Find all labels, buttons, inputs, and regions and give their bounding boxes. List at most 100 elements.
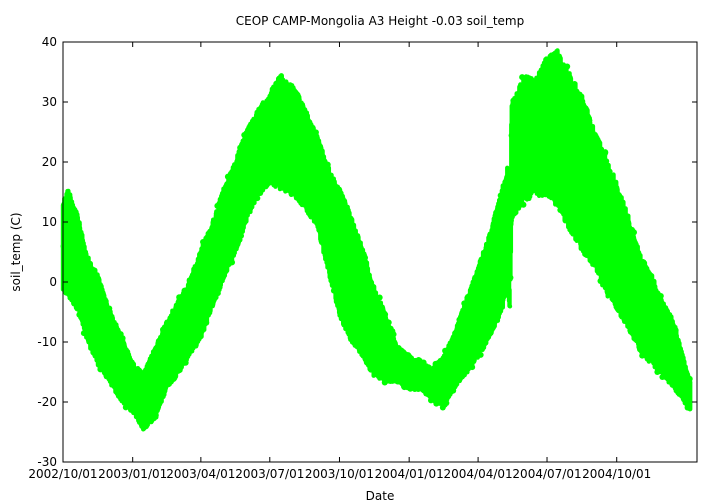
data-point [288,148,295,155]
data-point [249,190,256,197]
data-point [601,246,608,253]
data-point [296,112,303,119]
data-point [653,341,660,348]
data-point [519,167,526,174]
data-point [442,347,449,354]
data-point [592,222,599,229]
data-point [547,107,554,114]
data-point [634,336,641,343]
data-point [195,316,202,323]
data-point [80,330,87,337]
data-point [281,133,288,140]
data-point [478,344,485,351]
data-point [113,370,120,377]
data-point [293,138,300,145]
data-point [571,107,578,114]
data-point [259,180,266,187]
data-point [171,358,178,365]
data-point [324,161,331,168]
data-point [476,277,483,284]
data-point [415,357,422,364]
data-point [461,327,468,334]
data-point [75,283,82,290]
data-point [520,178,527,185]
x-tick-label: 2004/01/01 [375,467,444,481]
y-tick-label: 0 [49,275,57,289]
data-point [483,251,490,258]
data-point [685,399,692,406]
data-point [333,279,340,286]
data-point [598,184,605,191]
data-point [151,362,158,369]
data-point [268,147,275,154]
data-point [99,359,106,366]
data-point [194,265,201,272]
data-point [450,368,457,375]
data-point [481,314,488,321]
data-point [625,226,632,233]
data-point [497,217,504,224]
data-point [386,354,393,361]
data-point [179,336,186,343]
data-point [243,149,250,156]
data-point [141,390,148,397]
data-point [307,186,314,193]
data-point [574,111,581,118]
data-point [589,228,596,235]
data-point [494,307,501,314]
data-point [490,324,497,331]
data-point [565,128,572,135]
data-point [382,311,389,318]
data-point [203,278,210,285]
data-point [272,92,279,99]
data-point [476,327,483,334]
data-point [671,368,678,375]
data-point [274,143,281,150]
data-point [643,277,650,284]
data-point [600,278,607,285]
data-point [62,221,69,228]
data-point [570,145,577,152]
data-point [77,272,84,279]
data-point [498,204,505,211]
y-axis-label: soil_temp (C) [9,212,23,291]
data-point [224,231,231,238]
data-point [174,352,181,359]
data-point [68,290,75,297]
x-tick-label: 2003/01/01 [98,467,167,481]
data-point [214,260,221,267]
data-point [560,105,567,112]
data-point [159,338,166,345]
data-point [685,390,692,397]
data-point [311,198,318,205]
data-point [222,189,229,196]
data-point [669,363,676,370]
data-point [583,133,590,140]
data-point [107,376,114,383]
data-point [473,335,480,342]
data-point [65,197,72,204]
data-point [367,300,374,307]
data-point [128,398,135,405]
data-point [605,182,612,189]
data-point [684,404,691,411]
data-point [315,210,322,217]
data-point [400,372,407,379]
data-point [205,298,212,305]
data-point [288,190,295,197]
data-point [497,277,504,284]
data-point [257,132,264,139]
data-point [83,264,90,271]
data-point [362,254,369,261]
data-point [214,220,221,227]
data-point [124,360,131,367]
data-point [519,74,526,81]
data-point [436,399,443,406]
data-point [285,177,292,184]
data-point [507,287,512,309]
data-point [560,64,567,71]
data-point [637,346,644,353]
data-point [453,338,460,345]
data-point [199,270,206,277]
data-point [247,133,254,140]
